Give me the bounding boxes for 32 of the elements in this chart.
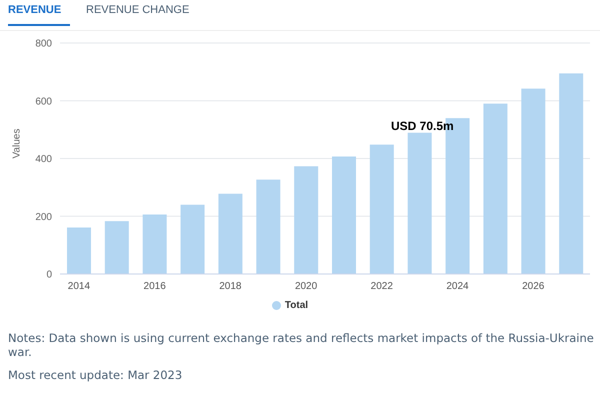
bar [256,180,280,274]
chart-subtitle: REVENUE CHANGE [86,3,190,18]
bar [142,214,167,274]
y-tick-label: 0 [46,270,52,281]
chart-title: REVENUE [8,0,70,26]
bar [67,228,91,274]
bar [180,204,205,274]
x-tick-label: 2024 [446,281,470,292]
legend-label: Total [284,300,308,311]
x-tick-label: 2018 [219,281,242,292]
x-tick-label: 2016 [144,281,166,292]
bar [521,88,546,274]
y-axis-title: Values [12,128,23,158]
annotation: USD 70.5m [391,119,454,133]
y-tick-label: 600 [35,96,52,108]
text: Most recent update: Mar 2023 [8,368,184,382]
bar [294,166,318,274]
y-tick-label: 200 [35,212,52,223]
x-tick-label: 2022 [370,281,394,292]
y-tick-label: 400 [35,154,52,166]
y-tick-label: 800 [35,38,52,50]
bar [370,144,394,274]
bar [483,104,508,274]
bar [332,156,356,274]
x-tick-label: 2020 [294,281,318,292]
bar [104,221,129,274]
bar [408,132,432,274]
x-tick-label: 2026 [522,281,545,292]
x-tick-label: 2014 [68,281,90,292]
bar [218,194,242,274]
text: Notes: Data shown is using current exchange rates and reflects market impacts of the Russia-Ukraine war. [8,331,595,359]
bar [559,73,584,274]
